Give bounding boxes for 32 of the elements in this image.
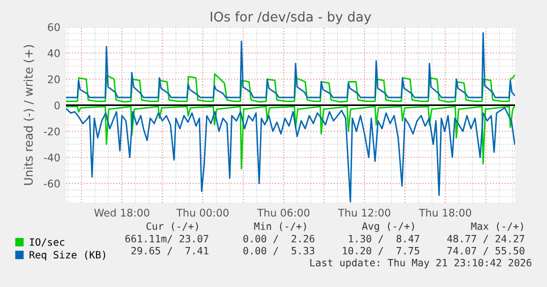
- x-tick-label: Wed 18:00: [94, 208, 150, 217]
- text: Min (-/+): [254, 222, 306, 232]
- y-tick-label: 0: [54, 101, 60, 110]
- text: 29.65 / 7.41: [131, 246, 208, 256]
- x-tick-label: Thu 06:00: [257, 208, 310, 217]
- text: Max (-/+): [471, 222, 523, 232]
- y-tick-label: 60: [48, 23, 60, 32]
- x-tick-label: Thu 18:00: [418, 208, 472, 217]
- text: 1.30 / 8.47: [348, 234, 420, 244]
- text: Avg (-/+): [362, 222, 414, 232]
- y-tick-label: 20: [48, 75, 60, 84]
- text: 661.11m/ 23.07: [125, 234, 208, 244]
- text: Cur (-/+): [146, 222, 198, 232]
- y-axis-title: Units read (-) / write (+): [24, 45, 34, 185]
- y-tick-label: 40: [48, 49, 60, 58]
- y-tick-label: -20: [44, 128, 60, 136]
- legend-label: IO/sec: [30, 238, 64, 247]
- line-series: [66, 73, 515, 103]
- legend-label: Req Size (KB): [30, 250, 106, 260]
- y-tick-label: -40: [44, 154, 60, 162]
- line-series: [66, 32, 515, 98]
- text: 48.77 / 24.27: [447, 234, 524, 244]
- text: Last update: Thu May 21 23:10:42 2026: [310, 258, 532, 268]
- chart-title: IOs for /dev/sda - by day: [210, 11, 372, 24]
- text: 74.07 / 55.50: [447, 246, 524, 256]
- line-series: [66, 105, 515, 170]
- text: 10.20 / 7.75: [342, 246, 420, 256]
- text: 0.00 / 2.26: [243, 234, 314, 244]
- x-tick-label: Thu 00:00: [176, 208, 229, 217]
- x-tick-label: Thu 12:00: [338, 208, 390, 217]
- y-tick-label: -60: [44, 180, 60, 188]
- text: 0.00 / 5.33: [243, 246, 314, 256]
